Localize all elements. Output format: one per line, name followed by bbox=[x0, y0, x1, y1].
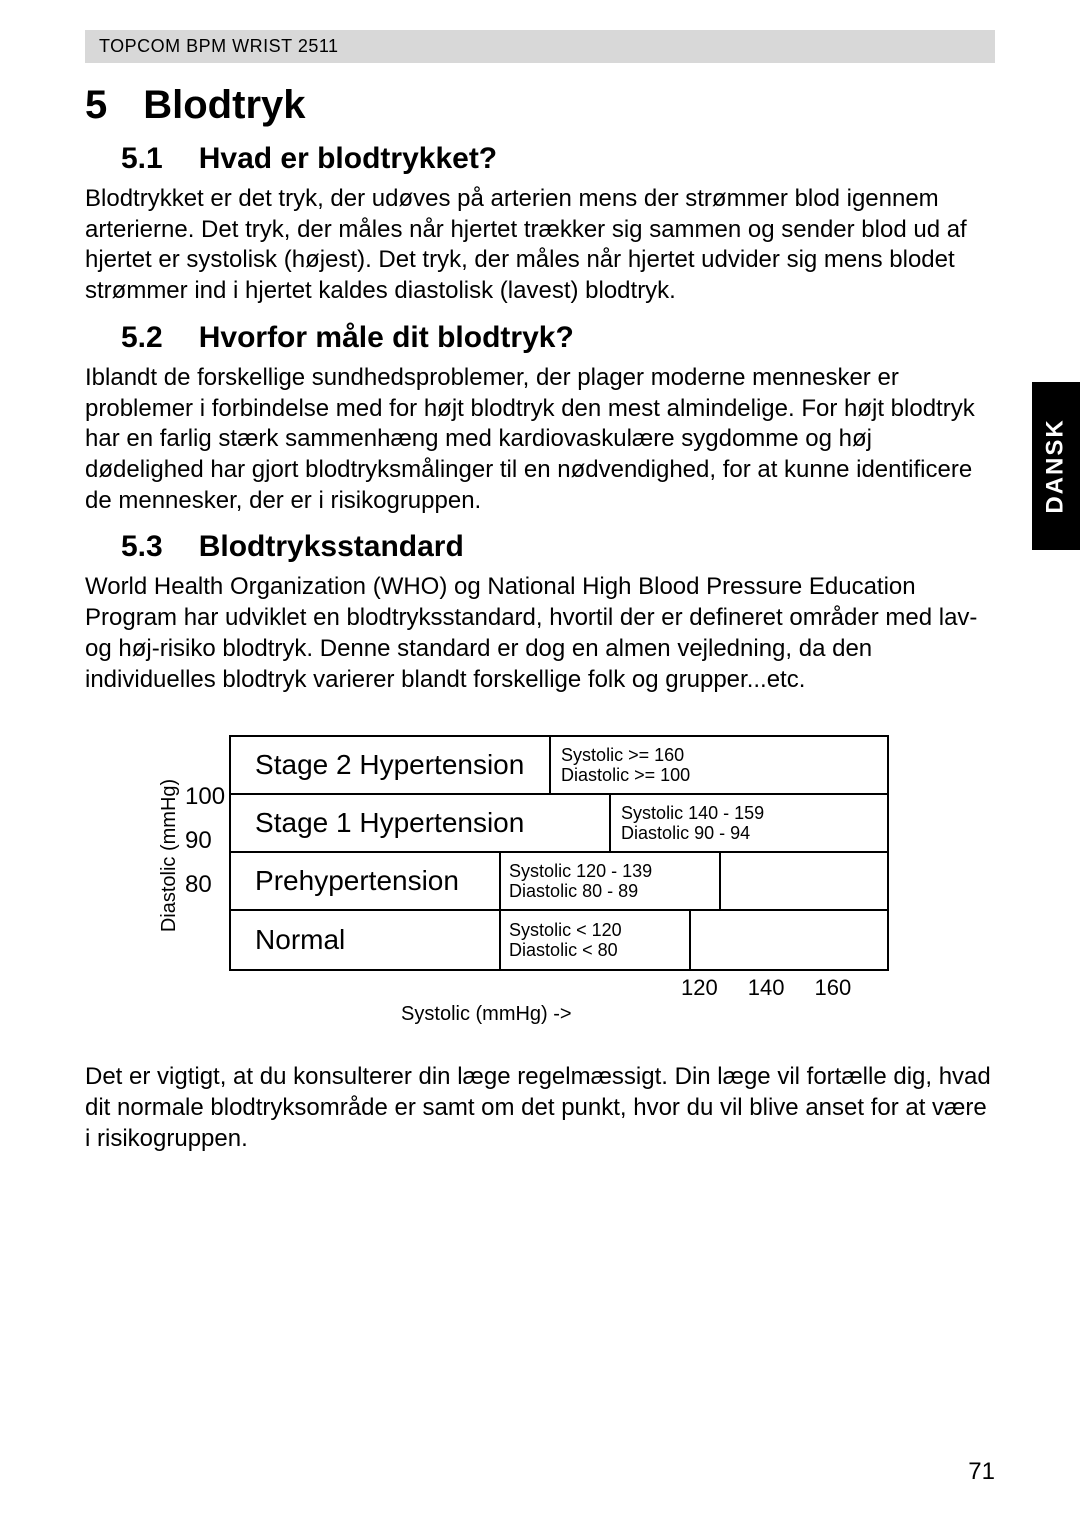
doc-header: TOPCOM BPM WRIST 2511 bbox=[85, 30, 995, 63]
paragraph: Iblandt de forskellige sundhedsproblemer… bbox=[85, 363, 995, 517]
systolic-range: Systolic < 120 bbox=[509, 920, 681, 941]
band-name: Prehypertension bbox=[231, 853, 501, 909]
page-number: 71 bbox=[968, 1458, 995, 1486]
diastolic-range: Diastolic 90 - 94 bbox=[621, 823, 833, 844]
systolic-range: Systolic >= 160 bbox=[561, 745, 753, 766]
y-axis-label-box: Diastolic (mmHg) bbox=[155, 735, 185, 975]
y-tick: 80 bbox=[185, 871, 225, 915]
chart-band: Normal Systolic < 120 Diastolic < 80 bbox=[231, 911, 887, 969]
subsection-heading: 5.3 Blodtryksstandard bbox=[121, 530, 995, 564]
x-tick: 140 bbox=[748, 975, 785, 1001]
x-tick: 160 bbox=[814, 975, 851, 1001]
x-tick: 120 bbox=[681, 975, 718, 1001]
paragraph: Blodtrykket er det tryk, der udøves på a… bbox=[85, 184, 995, 307]
language-tab: DANSK bbox=[1032, 382, 1080, 550]
section-number: 5 bbox=[85, 83, 107, 128]
diastolic-range: Diastolic < 80 bbox=[509, 940, 681, 961]
chart-band: Stage 2 Hypertension Systolic >= 160 Dia… bbox=[231, 737, 887, 795]
band-values: Systolic >= 160 Diastolic >= 100 bbox=[561, 745, 761, 786]
subsection-title: Hvad er blodtrykket? bbox=[199, 142, 497, 176]
chart-box: Stage 2 Hypertension Systolic >= 160 Dia… bbox=[229, 735, 889, 971]
band-name: Normal bbox=[231, 911, 501, 969]
systolic-range: Systolic 140 - 159 bbox=[621, 803, 833, 824]
chart-band: Prehypertension Systolic 120 - 139 Diast… bbox=[231, 853, 887, 911]
section-heading: 5 Blodtryk bbox=[85, 83, 995, 128]
diastolic-range: Diastolic >= 100 bbox=[561, 765, 753, 786]
bp-chart: Diastolic (mmHg) 100 90 80 Stage 2 Hyper… bbox=[155, 735, 995, 1026]
y-axis-label: Diastolic (mmHg) bbox=[159, 779, 182, 932]
section-title: Blodtryk bbox=[143, 83, 305, 128]
y-tick: 100 bbox=[185, 783, 225, 827]
diastolic-range: Diastolic 80 - 89 bbox=[509, 881, 711, 902]
y-ticks: 100 90 80 bbox=[185, 735, 225, 915]
subsection-number: 5.3 bbox=[121, 530, 163, 564]
systolic-range: Systolic 120 - 139 bbox=[509, 861, 711, 882]
subsection-number: 5.2 bbox=[121, 321, 163, 355]
x-axis-label: Systolic (mmHg) -> bbox=[401, 1003, 889, 1026]
y-tick: 90 bbox=[185, 827, 225, 871]
subsection-heading: 5.1 Hvad er blodtrykket? bbox=[121, 142, 995, 176]
band-values: Systolic 120 - 139 Diastolic 80 - 89 bbox=[501, 853, 721, 909]
band-name: Stage 2 Hypertension bbox=[231, 737, 551, 793]
paragraph: World Health Organization (WHO) og Natio… bbox=[85, 572, 995, 695]
band-values: Systolic 140 - 159 Diastolic 90 - 94 bbox=[621, 803, 841, 844]
chart-band: Stage 1 Hypertension Systolic 140 - 159 … bbox=[231, 795, 887, 853]
paragraph: Det er vigtigt, at du konsulterer din læ… bbox=[85, 1062, 995, 1154]
subsection-number: 5.1 bbox=[121, 142, 163, 176]
band-values: Systolic < 120 Diastolic < 80 bbox=[501, 911, 691, 969]
band-name: Stage 1 Hypertension bbox=[231, 795, 611, 851]
x-ticks: 120 140 160 bbox=[681, 975, 889, 1001]
subsection-heading: 5.2 Hvorfor måle dit blodtryk? bbox=[121, 321, 995, 355]
subsection-title: Hvorfor måle dit blodtryk? bbox=[199, 321, 574, 355]
subsection-title: Blodtryksstandard bbox=[199, 530, 464, 564]
